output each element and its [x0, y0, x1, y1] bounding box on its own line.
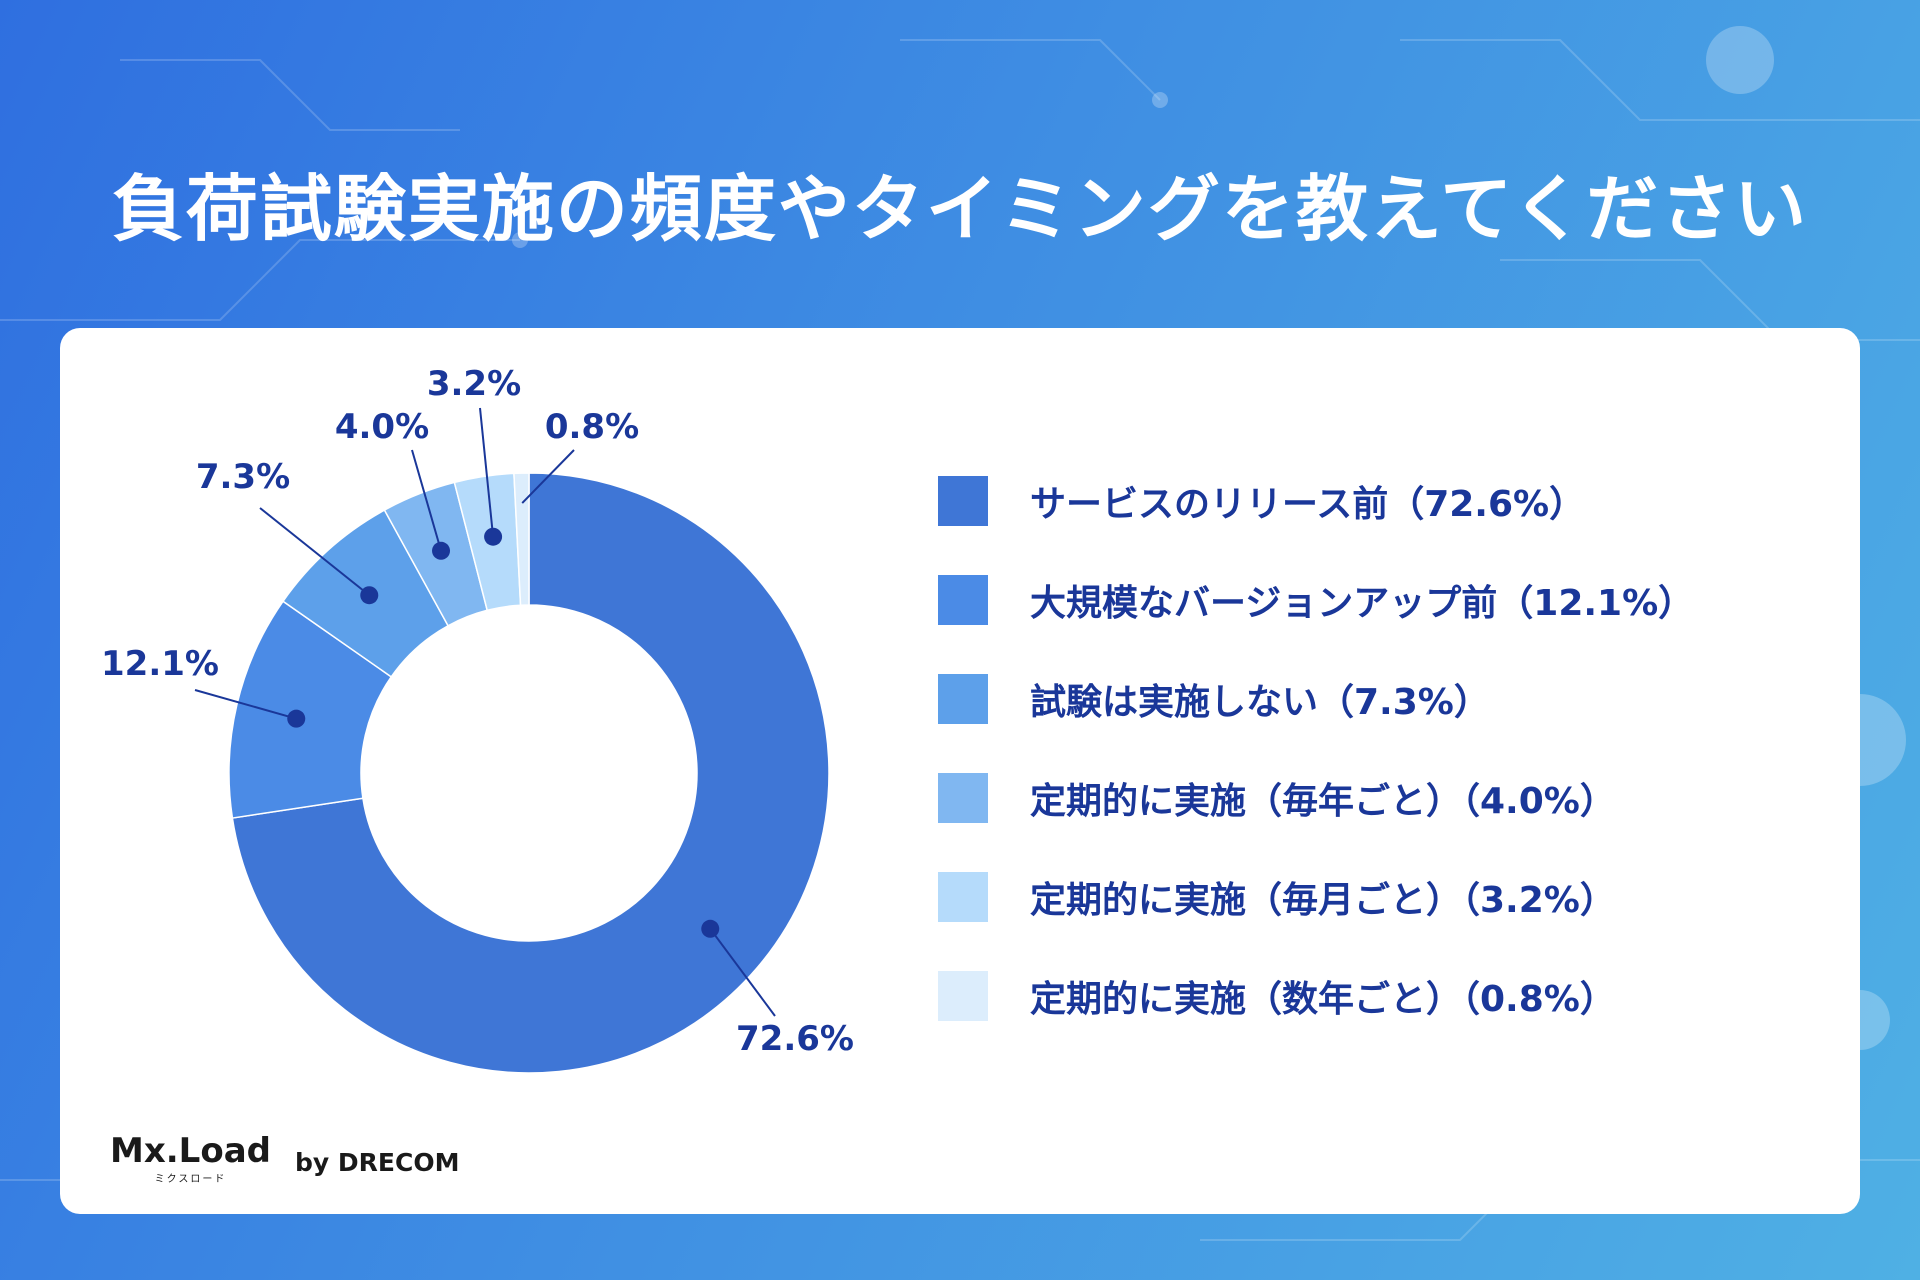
legend-swatch: [938, 476, 988, 526]
legend-label: サービスのリリース前（72.6%）: [1030, 484, 1586, 525]
legend-item: 定期的に実施（毎月ごと）（3.2%）: [938, 872, 1694, 922]
leader-dot: [701, 919, 720, 938]
leader-dot: [360, 586, 379, 605]
data-label: 72.6%: [736, 1019, 854, 1059]
legend-item: 試験は実施しない（7.3%）: [938, 674, 1694, 724]
leader-line: [521, 449, 575, 504]
data-label: 12.1%: [101, 644, 219, 684]
legend-label: 試験は実施しない（7.3%）: [1030, 682, 1490, 723]
brand-logo: Mx.Load ミクスロード by DRECOM: [110, 1134, 459, 1185]
donut-slice: [513, 472, 530, 606]
leader-dot: [432, 541, 451, 560]
leader-line: [411, 449, 442, 552]
legend-item: 定期的に実施（毎年ごと）（4.0%）: [938, 773, 1694, 823]
legend-item: サービスのリリース前（72.6%）: [938, 476, 1694, 526]
legend-label: 定期的に実施（数年ごと）（0.8%）: [1030, 979, 1616, 1020]
leader-line: [194, 689, 297, 720]
byline: by DRECOM: [295, 1148, 460, 1177]
page-title: 負荷試験実施の頻度やタイミングを教えてください: [111, 167, 1809, 251]
leader-dot: [287, 709, 306, 728]
logo-mark: Mx.Load: [110, 1131, 271, 1171]
legend-item: 大規模なバージョンアップ前（12.1%）: [938, 575, 1694, 625]
legend-swatch: [938, 575, 988, 625]
leader-line: [259, 507, 370, 597]
leader-dot: [484, 527, 503, 546]
logo-subtext: ミクスロード: [154, 1174, 227, 1185]
data-label: 7.3%: [196, 457, 290, 497]
leader-line: [479, 407, 495, 537]
legend-item: 定期的に実施（数年ごと）（0.8%）: [938, 971, 1694, 1021]
mxload-logo: Mx.Load ミクスロード: [110, 1134, 271, 1185]
legend-swatch: [938, 674, 988, 724]
data-label: 3.2%: [427, 364, 521, 404]
legend-swatch: [938, 872, 988, 922]
legend-swatch: [938, 971, 988, 1021]
legend-label: 定期的に実施（毎年ごと）（4.0%）: [1030, 781, 1616, 822]
data-label: 0.8%: [545, 407, 639, 447]
legend-label: 大規模なバージョンアップ前（12.1%）: [1030, 583, 1695, 624]
legend-swatch: [938, 773, 988, 823]
donut-slice: [231, 472, 830, 1074]
legend-label: 定期的に実施（毎月ごと）（3.2%）: [1030, 880, 1616, 921]
leader-line: [709, 928, 776, 1017]
data-label: 4.0%: [335, 407, 429, 447]
chart-card: 72.6% 12.1% 7.3% 4.0% 3.2% 0.8% サービスのリリース前（72…: [60, 328, 1860, 1214]
donut-chart: 72.6% 12.1% 7.3% 4.0%3.2% 0.8%: [101, 364, 854, 1074]
legend: サービスのリリース前（72.6%） 大規模なバージョンアップ前（12.1%） 試…: [938, 476, 1694, 1070]
